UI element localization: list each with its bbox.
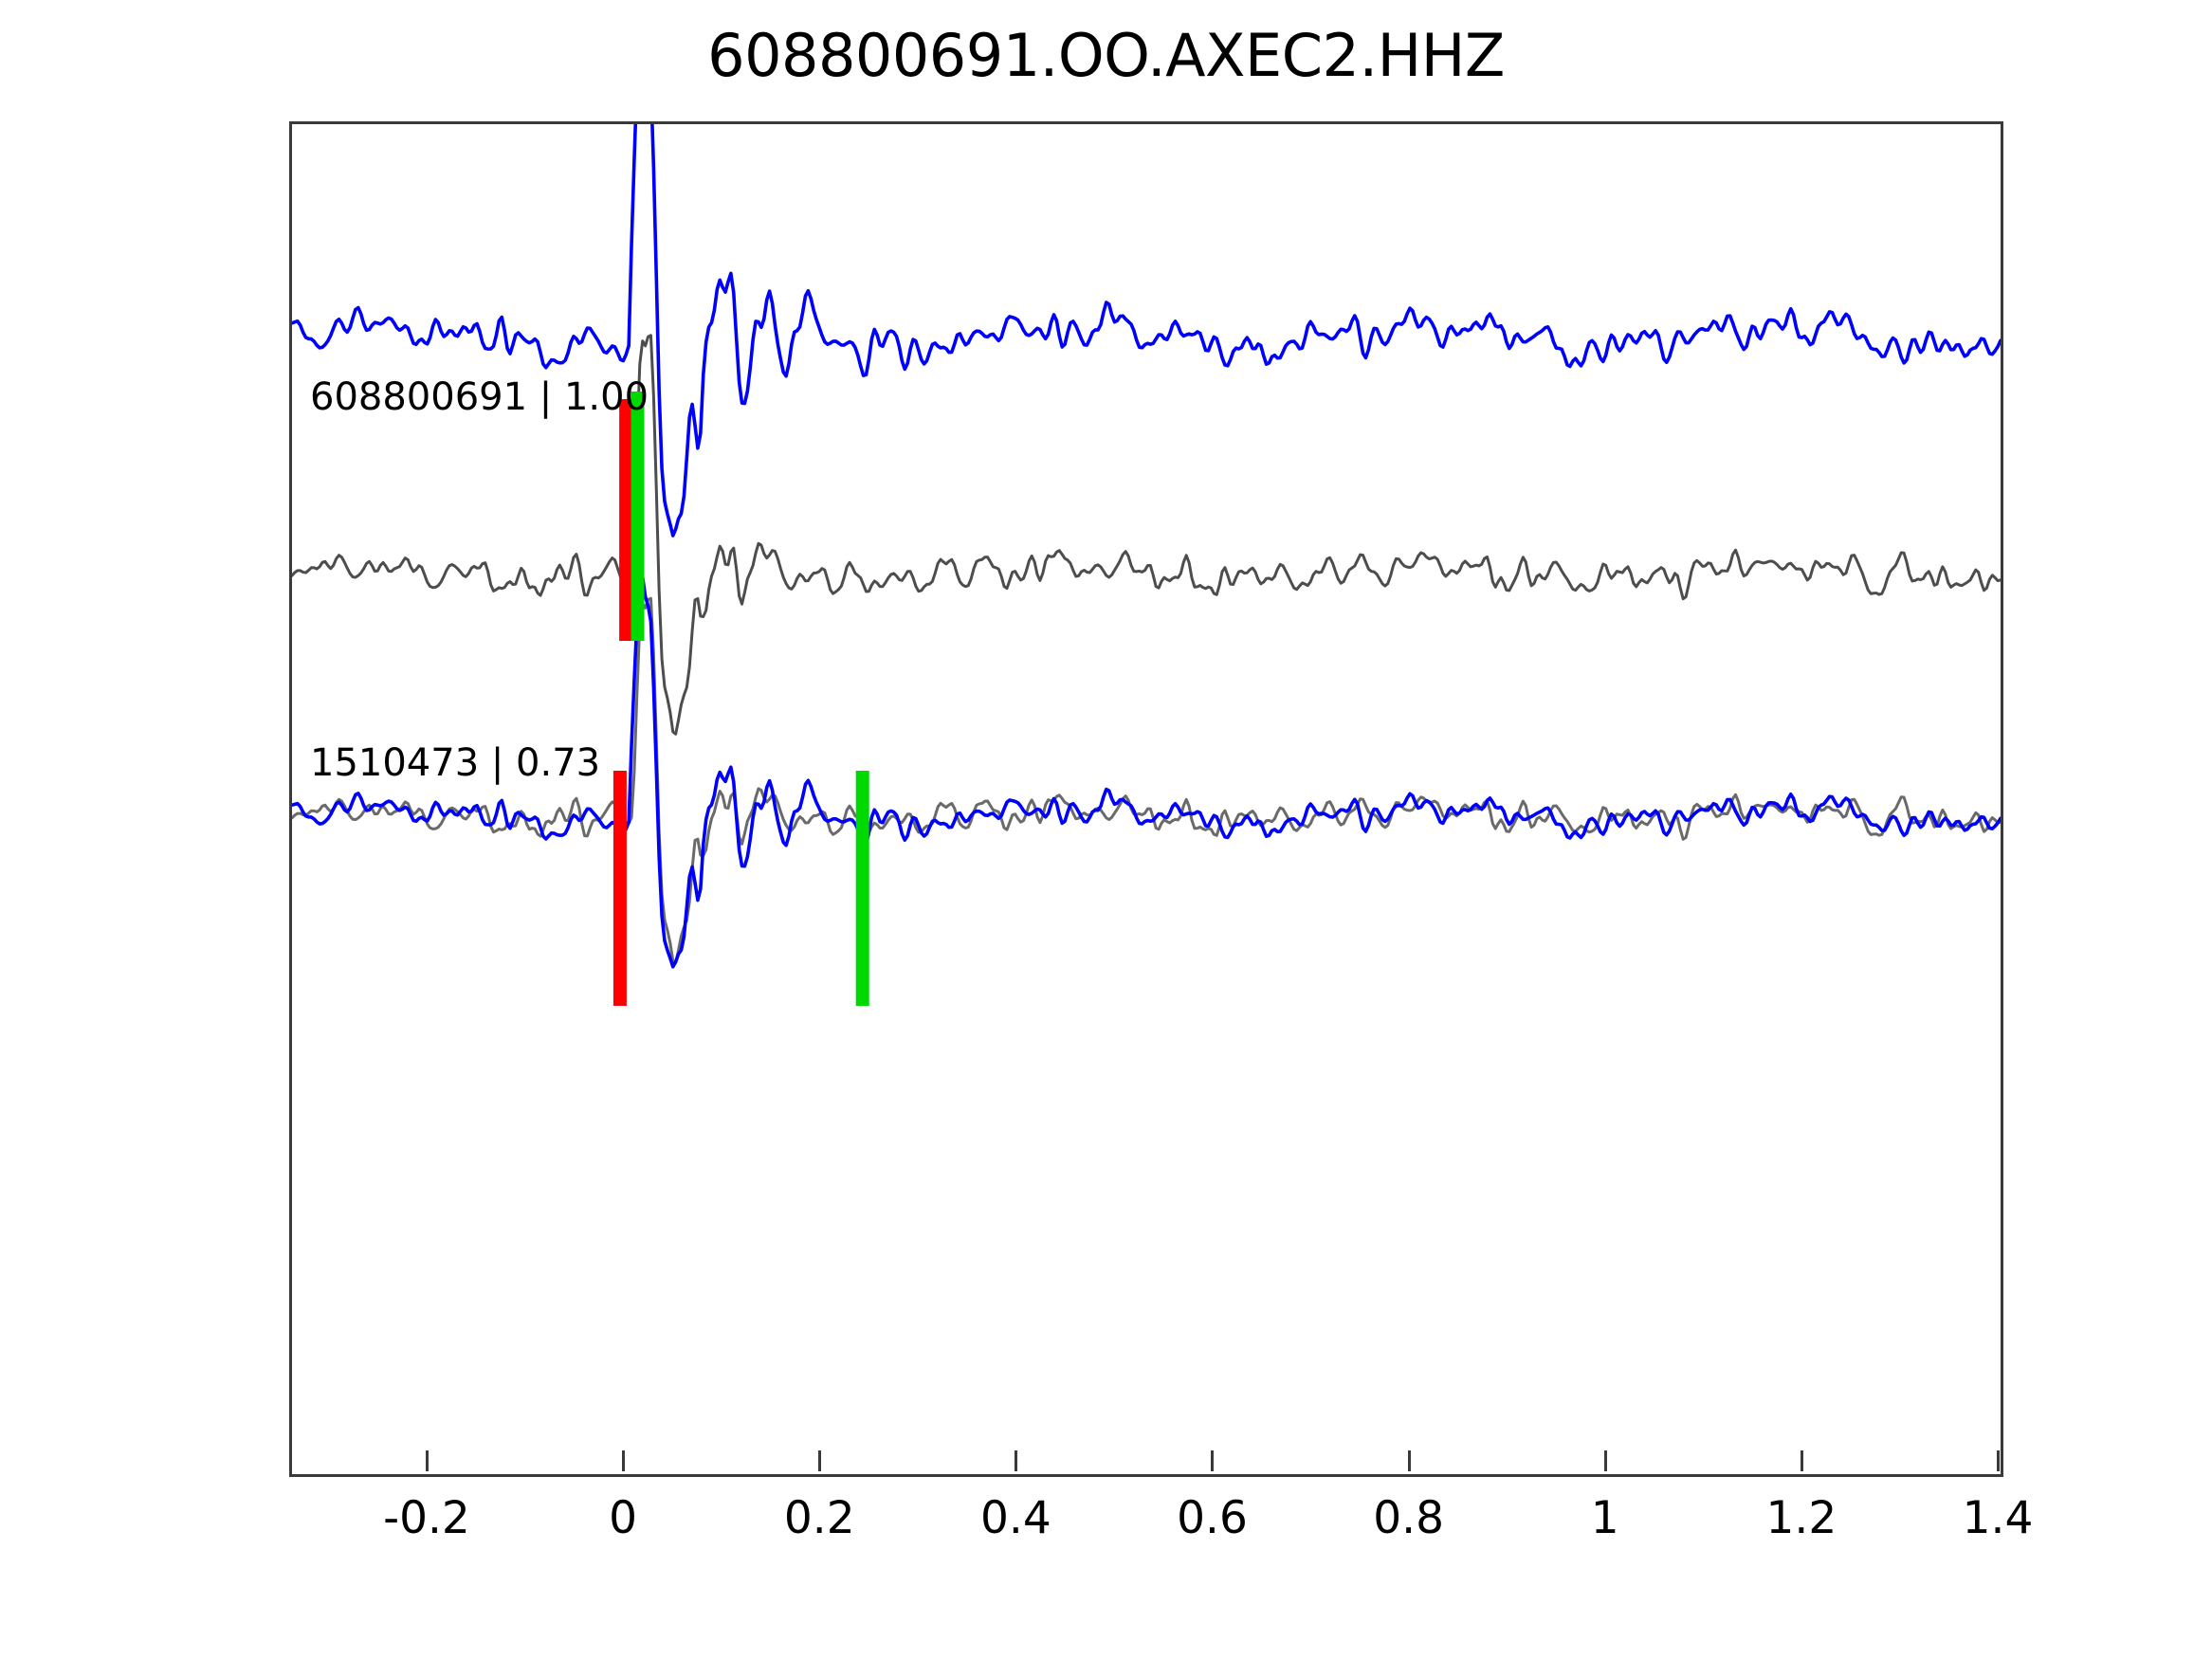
- x-axis-tick-label: 0.4: [979, 1492, 1051, 1544]
- x-axis-tick-mark: [1407, 1450, 1411, 1471]
- x-axis-tick-label: 1: [1590, 1492, 1619, 1544]
- waveform-overlay-detection: [292, 596, 2001, 965]
- x-axis-tick-label: 1.4: [1962, 1492, 2034, 1544]
- x-axis-tick-label: -0.2: [383, 1492, 470, 1544]
- pick-marker-s-template: [631, 392, 645, 641]
- x-axis-tick-mark: [1800, 1450, 1803, 1471]
- traces-group: [292, 124, 2001, 969]
- x-axis-tick-mark: [1997, 1450, 2000, 1471]
- x-axis-tick-mark: [1211, 1450, 1215, 1471]
- waveform-detection: [292, 334, 2001, 736]
- waveform-canvas: [292, 124, 2001, 1006]
- pick-markers-group: [612, 392, 869, 1006]
- page-title: 608800691.OO.AXEC2.HHZ: [707, 21, 1505, 90]
- waveform-overlay-template: [292, 574, 2001, 969]
- x-axis-tick-mark: [1603, 1450, 1607, 1471]
- pick-marker-s-detection: [855, 771, 869, 1006]
- trace-label-template: 608800691 | 1.00: [310, 375, 649, 419]
- x-axis-tick-mark: [622, 1450, 626, 1471]
- x-axis-tick-mark: [1015, 1450, 1018, 1471]
- x-axis-tick-label: 0.2: [783, 1492, 855, 1544]
- x-axis-tick-label: 1.2: [1765, 1492, 1837, 1544]
- pick-marker-p-template: [619, 399, 633, 641]
- x-axis-tick-label: 0.6: [1177, 1492, 1248, 1544]
- pick-marker-p-detection: [612, 771, 627, 1006]
- trace-label-detection: 1510473 | 0.73: [310, 741, 601, 785]
- x-axis-tick-mark: [425, 1450, 429, 1471]
- waveform-template: [292, 124, 2001, 538]
- x-axis-tick-label: 0.8: [1373, 1492, 1444, 1544]
- x-axis-tick-mark: [818, 1450, 822, 1471]
- x-axis-tick-label: 0: [609, 1492, 638, 1544]
- plot-area: [289, 121, 2003, 1477]
